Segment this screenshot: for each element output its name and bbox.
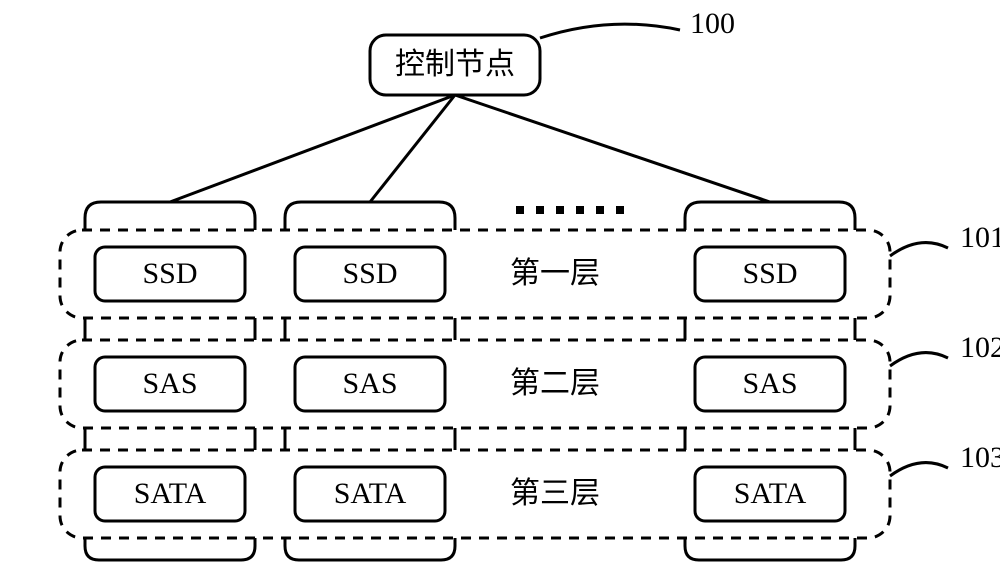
ellipsis-dot (596, 206, 604, 214)
column-bottom-tab (285, 538, 455, 560)
column-bottom-tab (85, 538, 255, 560)
storage-node-label: SATA (134, 477, 207, 510)
ellipsis-dot (516, 206, 524, 214)
column-bottom-tab (685, 538, 855, 560)
storage-node-label: SSD (342, 257, 397, 290)
layer-callout-line (890, 463, 948, 476)
layer-ref-label: 103 (960, 441, 1000, 474)
layer-name: 第一层 (510, 257, 600, 290)
column-top-tab (85, 202, 255, 230)
storage-node-label: SSD (742, 257, 797, 290)
column-top-tab (285, 202, 455, 230)
layer-name: 第二层 (510, 367, 600, 400)
storage-node-label: SAS (742, 367, 797, 400)
layer-ref-label: 101 (960, 221, 1000, 254)
layer-ref-label: 102 (960, 331, 1000, 364)
storage-node-label: SATA (734, 477, 807, 510)
storage-node-label: SAS (142, 367, 197, 400)
controller-label: 控制节点 (395, 48, 515, 81)
ellipsis-dot (576, 206, 584, 214)
ellipsis-dot (536, 206, 544, 214)
layer-callout-line (890, 243, 948, 256)
layer-name: 第三层 (510, 477, 600, 510)
storage-node-label: SSD (142, 257, 197, 290)
layer-callout-line (890, 353, 948, 366)
storage-node-label: SAS (342, 367, 397, 400)
controller-ref-label: 100 (690, 7, 735, 40)
column-top-tab (685, 202, 855, 230)
storage-node-label: SATA (334, 477, 407, 510)
connector-line (455, 95, 770, 202)
ellipsis-dot (556, 206, 564, 214)
diagram-canvas: 控制节点 100 SSD SSD SSD 第一层 101 SAS SAS SAS 第二层 102 SAT… (0, 0, 1000, 577)
controller-callout-line (540, 24, 680, 38)
ellipsis-dot (616, 206, 624, 214)
